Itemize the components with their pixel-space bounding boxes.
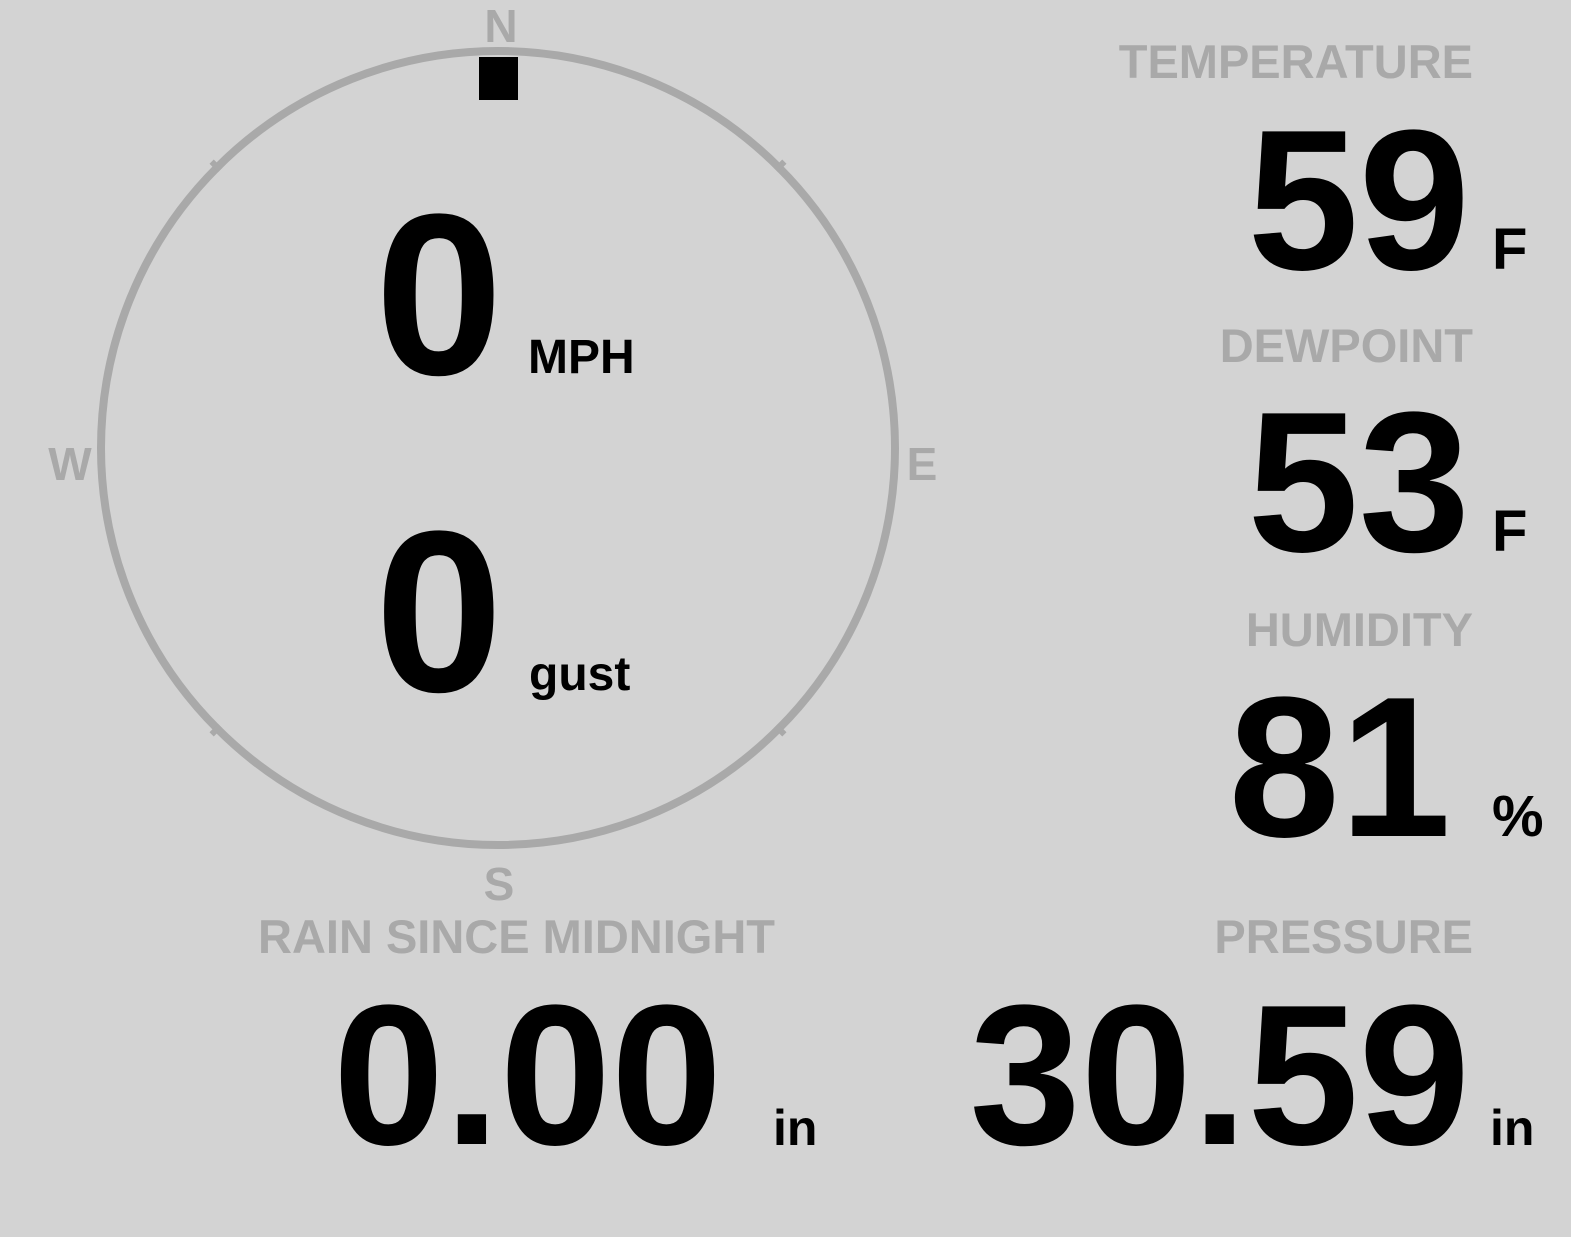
pressure-label: PRESSURE xyxy=(1214,910,1473,963)
compass-tick xyxy=(773,159,787,173)
compass-east: E xyxy=(906,438,938,490)
temperature-label: TEMPERATURE xyxy=(1118,35,1473,88)
compass-north: N xyxy=(484,0,518,52)
dewpoint-label: DEWPOINT xyxy=(1219,319,1473,372)
humidity-unit: % xyxy=(1492,784,1544,849)
compass-south: S xyxy=(483,858,515,910)
compass-ring xyxy=(97,47,899,849)
dewpoint-unit: F xyxy=(1492,499,1528,564)
wind-direction-marker xyxy=(479,57,518,100)
wind-gust-unit: gust xyxy=(529,648,631,701)
humidity-value: 81 xyxy=(1228,656,1451,879)
compass-tick xyxy=(209,723,223,737)
compass-tick xyxy=(209,159,223,173)
wind-gust-value: 0 xyxy=(375,483,503,740)
wind-speed-unit: MPH xyxy=(528,331,635,384)
temperature-unit: F xyxy=(1492,217,1528,282)
wind-speed-value: 0 xyxy=(375,166,503,423)
temperature-value: 59 xyxy=(1247,89,1470,312)
compass-tick xyxy=(773,723,787,737)
rain-unit: in xyxy=(773,1100,818,1156)
humidity-label: HUMIDITY xyxy=(1245,603,1473,656)
pressure-value: 30.59 xyxy=(969,964,1471,1187)
dewpoint-value: 53 xyxy=(1247,371,1470,594)
rain-label: RAIN SINCE MIDNIGHT xyxy=(258,910,775,963)
compass-west: W xyxy=(48,438,92,490)
pressure-unit: in xyxy=(1490,1100,1535,1156)
compass-ticks xyxy=(209,159,787,737)
rain-value: 0.00 xyxy=(333,964,723,1187)
